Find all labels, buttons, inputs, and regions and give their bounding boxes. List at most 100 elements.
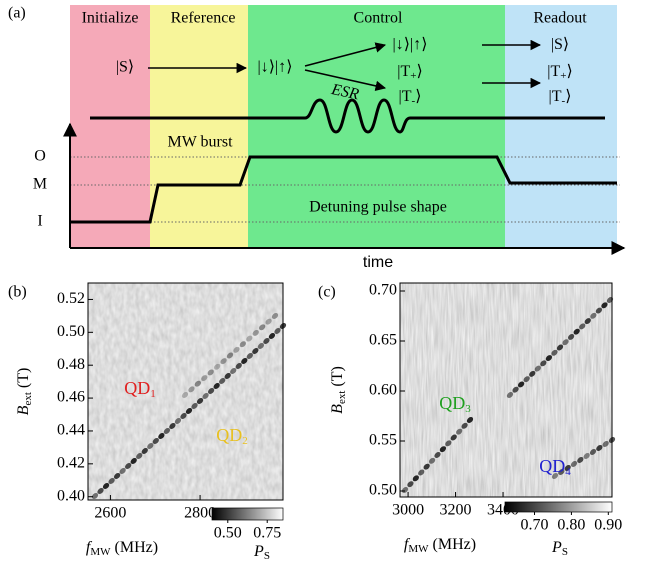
text-main: |↓⟩|↑⟩ [393, 36, 428, 53]
phase-label: Readout [533, 10, 587, 27]
rich-label: |T+⟩ [397, 63, 422, 82]
resonance-dot [590, 312, 597, 319]
x-tick-label: 2800 [184, 505, 216, 522]
text-main: QD [539, 456, 565, 476]
y-tick-label: 0.55 [369, 432, 397, 449]
resonance-dot [196, 398, 204, 404]
text-main: |T [399, 88, 412, 105]
text-main: |S⟩ [551, 36, 569, 53]
colorbar-tick-label: 0.50 [214, 525, 242, 542]
text-sub: + [560, 70, 566, 82]
resonance-dot [158, 433, 165, 439]
resonance-dot [407, 481, 414, 488]
text-sub: - [412, 95, 416, 107]
resonance-dot [207, 369, 214, 376]
resonance-dot [141, 448, 148, 454]
resonance-dot [570, 461, 578, 467]
rich-label: |↓⟩|↑⟩ [393, 36, 428, 53]
resonance-dot [263, 338, 270, 344]
text-main: B [329, 404, 346, 414]
resonance-dot [207, 388, 215, 394]
resonance-dot [230, 368, 237, 374]
resonance-dot [169, 423, 176, 429]
resonance-dot [235, 363, 242, 369]
rich-label: QD1 [124, 378, 156, 399]
resonance-dot [595, 307, 603, 314]
resonance-dot [540, 360, 547, 367]
state: |S⟩ [116, 59, 134, 76]
resonance-dot [119, 468, 126, 474]
resonance-dot [517, 381, 525, 388]
resonance-dot [556, 344, 564, 351]
text-sub: + [410, 70, 416, 82]
resonance-dot [529, 370, 536, 377]
resonance-dot [456, 428, 463, 435]
rich-label: PS [253, 543, 270, 562]
resonance-dot [265, 318, 272, 325]
resonance-dot [233, 346, 240, 353]
text-sub: 1 [150, 388, 156, 400]
resonance-dot [214, 363, 221, 370]
colorbar-tick-label: 0.75 [253, 525, 281, 542]
panel-label: (a) [8, 5, 26, 22]
resonance-dot [125, 463, 132, 469]
text-tail: (MHz) [429, 536, 477, 553]
resonance-dot [108, 478, 115, 484]
resonance-dot [534, 365, 541, 372]
pulse-label: Detuning pulse shape [309, 199, 447, 216]
resonance-dot [589, 449, 597, 455]
resonance-dot [246, 335, 253, 342]
resonance-dot [113, 473, 121, 479]
resonance-dot [512, 386, 519, 393]
esr-label: ESR [329, 81, 361, 104]
resonance-dot [219, 378, 226, 384]
resonance-dot [185, 408, 193, 414]
resonance-dot [567, 333, 575, 340]
rich-label: Bext (T) [15, 368, 34, 416]
rich-label: |T-⟩ [549, 88, 572, 107]
rich-label: |T+⟩ [547, 63, 572, 82]
heatmap [400, 283, 612, 497]
panel-label: (c) [318, 284, 336, 301]
resonance-dot [551, 349, 558, 356]
pulse-shape [70, 155, 617, 224]
resonance-dot [573, 328, 580, 335]
resonance-dot [602, 441, 609, 447]
text-sub: 3 [465, 403, 471, 415]
resonance-dot [579, 323, 586, 330]
resonance-dot [91, 493, 99, 499]
text-sub: ext [22, 392, 34, 405]
y-tick-label: 0.44 [57, 422, 85, 439]
resonance-dot [102, 483, 110, 489]
text-tail: (T) [15, 368, 32, 392]
resonance-dot [506, 392, 514, 398]
y-tick-label: 0.40 [57, 487, 85, 504]
resonance-dot [180, 413, 187, 419]
rich-label: Bext (T) [329, 366, 348, 414]
resonance-dot [174, 418, 182, 424]
resonance-dot [596, 445, 603, 451]
text-main: f [404, 536, 411, 553]
arrows [148, 39, 542, 92]
resonance-dot [226, 352, 234, 359]
text-tail: ⟩ [565, 88, 571, 105]
text-tail: ⟩ [566, 63, 572, 80]
y-tick-label: 0.60 [369, 382, 397, 399]
rich-label: fMW (MHz) [86, 539, 158, 558]
resonance-dot [220, 358, 227, 365]
resonance-dot [241, 358, 248, 364]
text-tail: ⟩ [416, 63, 422, 80]
text-sub: MW [408, 543, 429, 555]
text-sub: - [562, 95, 566, 107]
phase-band [70, 5, 150, 248]
resonance-dot [466, 417, 474, 423]
resonance-dot [450, 434, 457, 441]
mw-line [90, 98, 605, 134]
phase-band [150, 5, 248, 248]
text-main: P [253, 543, 264, 560]
x-tick-label: 2600 [94, 505, 126, 522]
text-sub: MW [90, 546, 111, 558]
panel-label: (b) [8, 284, 27, 301]
x-tick-label: 3200 [440, 502, 472, 519]
rich-label: QD4 [539, 456, 571, 477]
